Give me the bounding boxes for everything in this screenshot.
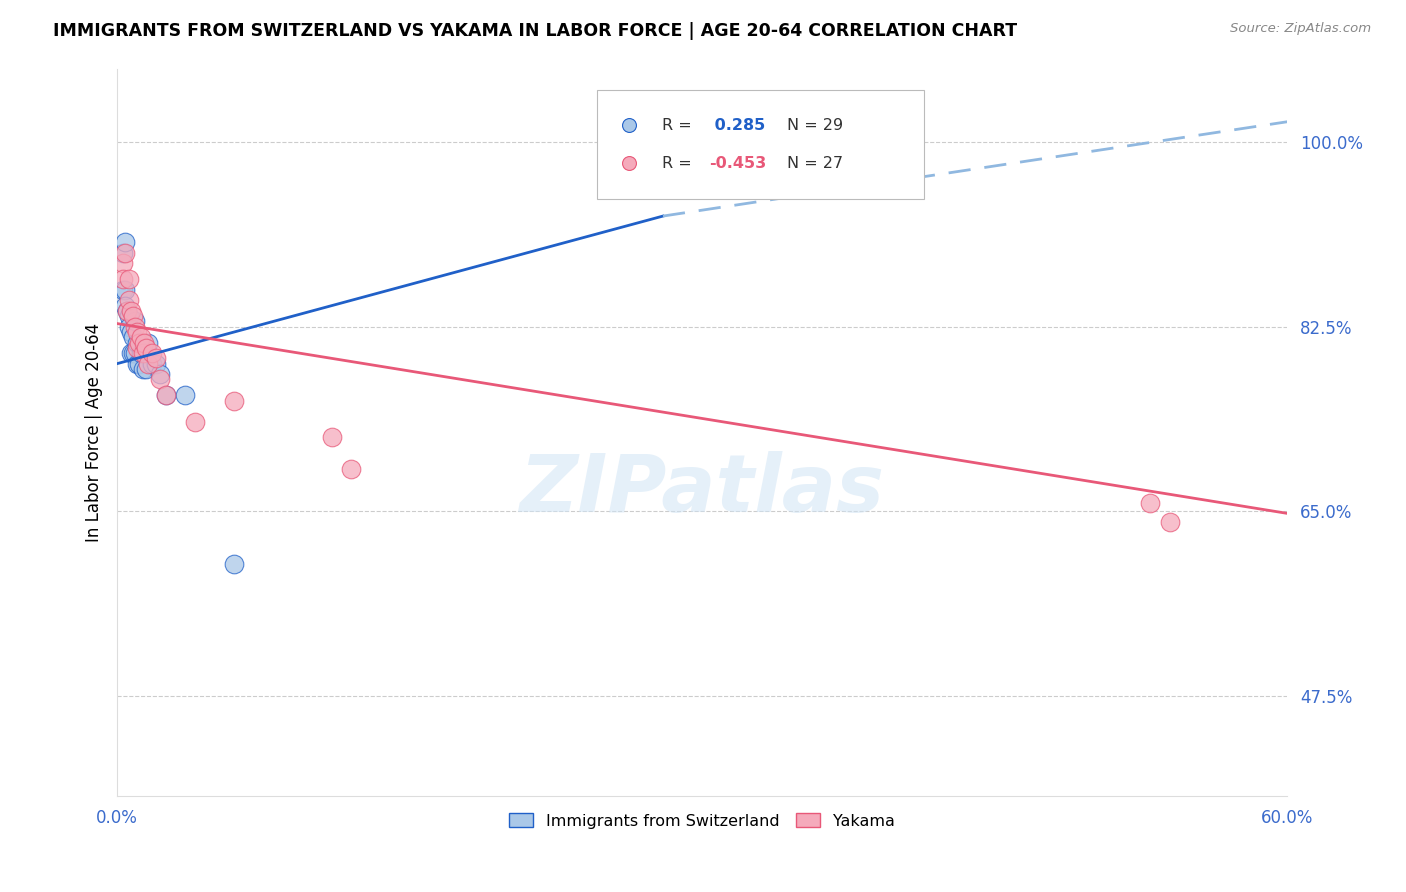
Point [141,346,163,360]
Point [131,362,153,376]
Point [1159,515,1181,529]
Point [652,156,675,170]
Point [115,304,138,318]
Point [124,346,146,360]
Y-axis label: In Labor Force | Age 20-64: In Labor Force | Age 20-64 [86,323,103,541]
Point [129,346,152,360]
Point [124,314,146,328]
Point [138,335,160,350]
Point [118,293,141,308]
Point [224,557,246,571]
Text: N = 29: N = 29 [787,118,844,133]
Point [114,235,136,250]
Point [120,304,142,318]
Point [114,246,136,260]
Text: 0.285: 0.285 [709,118,765,133]
Point [149,367,172,381]
Point [141,357,163,371]
Point [135,341,157,355]
Point [321,430,343,444]
Point [120,346,142,360]
FancyBboxPatch shape [596,90,924,200]
Point [145,351,167,366]
Point [224,393,246,408]
Text: R =: R = [662,118,697,133]
Point [960,272,983,286]
Point [128,357,150,371]
Legend: Immigrants from Switzerland, Yakama: Immigrants from Switzerland, Yakama [503,806,901,835]
Point [184,415,207,429]
Point [121,330,143,344]
Point [118,309,141,323]
Point [134,346,156,360]
Text: IMMIGRANTS FROM SWITZERLAND VS YAKAMA IN LABOR FORCE | AGE 20-64 CORRELATION CHA: IMMIGRANTS FROM SWITZERLAND VS YAKAMA IN… [53,22,1018,40]
Text: R =: R = [662,155,697,170]
Point [121,346,143,360]
Point [149,372,172,386]
Point [129,330,152,344]
Point [120,325,142,339]
Text: Source: ZipAtlas.com: Source: ZipAtlas.com [1230,22,1371,36]
Point [112,272,135,286]
Point [135,362,157,376]
Point [155,388,177,402]
Point [118,272,141,286]
Text: N = 27: N = 27 [787,155,844,170]
Point [145,357,167,371]
Point [115,304,138,318]
Point [131,346,153,360]
Point [125,357,148,371]
Point [125,341,148,355]
Point [125,335,148,350]
Point [114,283,136,297]
Point [118,319,141,334]
Point [128,335,150,350]
Point [138,357,160,371]
Point [121,309,143,323]
Text: -0.453: -0.453 [709,155,766,170]
Point [114,299,136,313]
Point [124,319,146,334]
Point [174,388,197,402]
Point [340,462,363,476]
Point [112,256,135,270]
Point [134,335,156,350]
Point [125,325,148,339]
Point [112,283,135,297]
Point [960,218,983,232]
Point [155,388,177,402]
Text: ZIPatlas: ZIPatlas [519,451,884,529]
Point [112,246,135,260]
Point [1139,496,1161,510]
